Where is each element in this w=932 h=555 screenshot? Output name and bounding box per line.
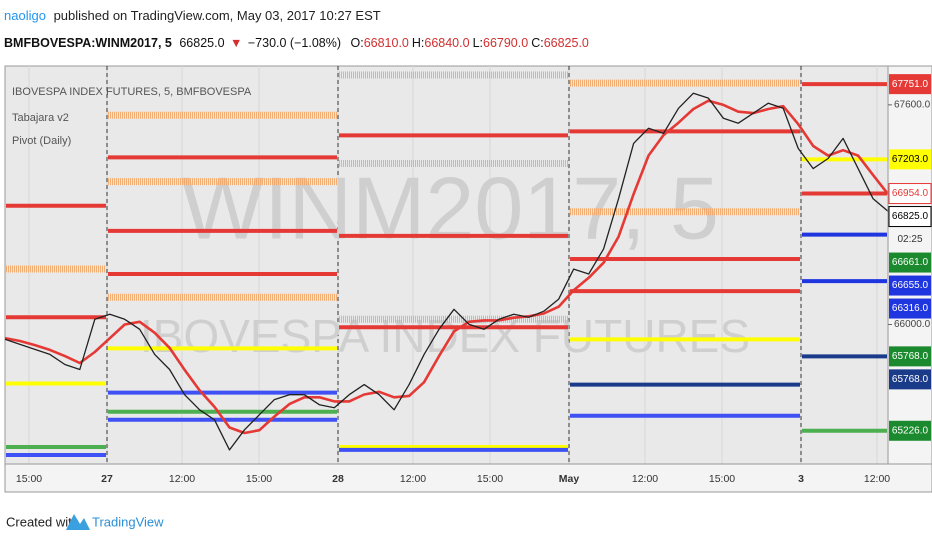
last-price: 66825.0 bbox=[179, 36, 224, 50]
ohlc-value: 66790.0 bbox=[483, 36, 528, 50]
price-badge bbox=[889, 298, 931, 319]
plot-area bbox=[4, 65, 889, 465]
ohlc-key: L: bbox=[473, 36, 483, 50]
legend-indicator: Pivot (Daily) bbox=[12, 135, 71, 147]
x-tick-label: 15:00 bbox=[709, 473, 735, 485]
price-badge-label: 66825.0 bbox=[892, 211, 929, 222]
price-badge-label: 66661.0 bbox=[892, 257, 929, 268]
y-tick-label: 67600.0 bbox=[894, 99, 931, 110]
ohlc-key: O: bbox=[350, 36, 363, 50]
x-tick-label: 15:00 bbox=[16, 473, 42, 485]
author[interactable]: naoligo bbox=[4, 8, 46, 23]
footer-brand[interactable]: TradingView bbox=[92, 514, 164, 529]
price-badge-label: 65226.0 bbox=[892, 425, 929, 436]
legend-main: IBOVESPA INDEX FUTURES, 5, BMFBOVESPA bbox=[12, 86, 252, 98]
x-tick-label: May bbox=[559, 473, 580, 485]
time-axis bbox=[4, 463, 932, 493]
symbol: BMFBOVESPA:WINM2017, 5 bbox=[4, 36, 172, 50]
price-badge-label: 65768.0 bbox=[892, 374, 929, 385]
legend-indicator: Tabajara v2 bbox=[12, 112, 69, 124]
x-tick-label: 12:00 bbox=[169, 473, 195, 485]
x-tick-label: 15:00 bbox=[246, 473, 272, 485]
price-badge bbox=[888, 206, 932, 228]
ohlc-key: C: bbox=[531, 36, 544, 50]
price-badge-label: 66655.0 bbox=[892, 280, 929, 291]
price-badge bbox=[889, 252, 931, 273]
price-badge bbox=[888, 183, 932, 205]
change-arrow: ▼ bbox=[230, 36, 242, 50]
symbol-line: BMFBOVESPA:WINM2017, 5 66825.0 ▼ −730.0 … bbox=[4, 36, 589, 50]
price-badge bbox=[889, 369, 931, 390]
header-bg bbox=[0, 0, 932, 62]
price-badge bbox=[889, 74, 931, 95]
x-tick-label: 12:00 bbox=[400, 473, 426, 485]
watermark-symbol: WINM2017, 5 bbox=[181, 158, 719, 257]
published: published on TradingView.com, May 03, 20… bbox=[54, 8, 381, 23]
price-line bbox=[4, 92, 889, 451]
logo-icon bbox=[66, 514, 90, 530]
x-tick-label: 12:00 bbox=[864, 473, 890, 485]
price-badge-label: 65768.0 bbox=[892, 351, 929, 362]
x-tick-label: 28 bbox=[332, 473, 344, 485]
ohlc-key: H: bbox=[412, 36, 425, 50]
price-badge-label: 66316.0 bbox=[892, 303, 929, 314]
price-badge bbox=[889, 346, 931, 367]
ohlc-value: 66825.0 bbox=[544, 36, 589, 50]
y-tick-label: 66000.0 bbox=[894, 319, 931, 330]
x-tick-label: 12:00 bbox=[632, 473, 658, 485]
price-badge bbox=[889, 420, 931, 441]
ohlc-value: 66840.0 bbox=[424, 36, 469, 50]
price-badge-label: 66954.0 bbox=[892, 188, 929, 199]
countdown: 02:25 bbox=[897, 234, 922, 245]
ohlc-value: 66810.0 bbox=[364, 36, 409, 50]
x-tick-label: 3 bbox=[798, 473, 804, 485]
change: −730.0 (−1.08%) bbox=[248, 36, 341, 50]
price-badge bbox=[889, 275, 931, 296]
x-tick-label: 15:00 bbox=[477, 473, 503, 485]
x-tick-label: 27 bbox=[101, 473, 113, 485]
footer-created: Created with bbox=[6, 514, 79, 529]
price-badge-label: 67203.0 bbox=[892, 154, 929, 165]
price-badge bbox=[889, 149, 931, 170]
price-badge-label: 67751.0 bbox=[892, 79, 929, 90]
tv-logo bbox=[66, 514, 90, 530]
price-line bbox=[4, 99, 890, 435]
publish-line: naoligo published on TradingView.com, Ma… bbox=[4, 8, 381, 23]
